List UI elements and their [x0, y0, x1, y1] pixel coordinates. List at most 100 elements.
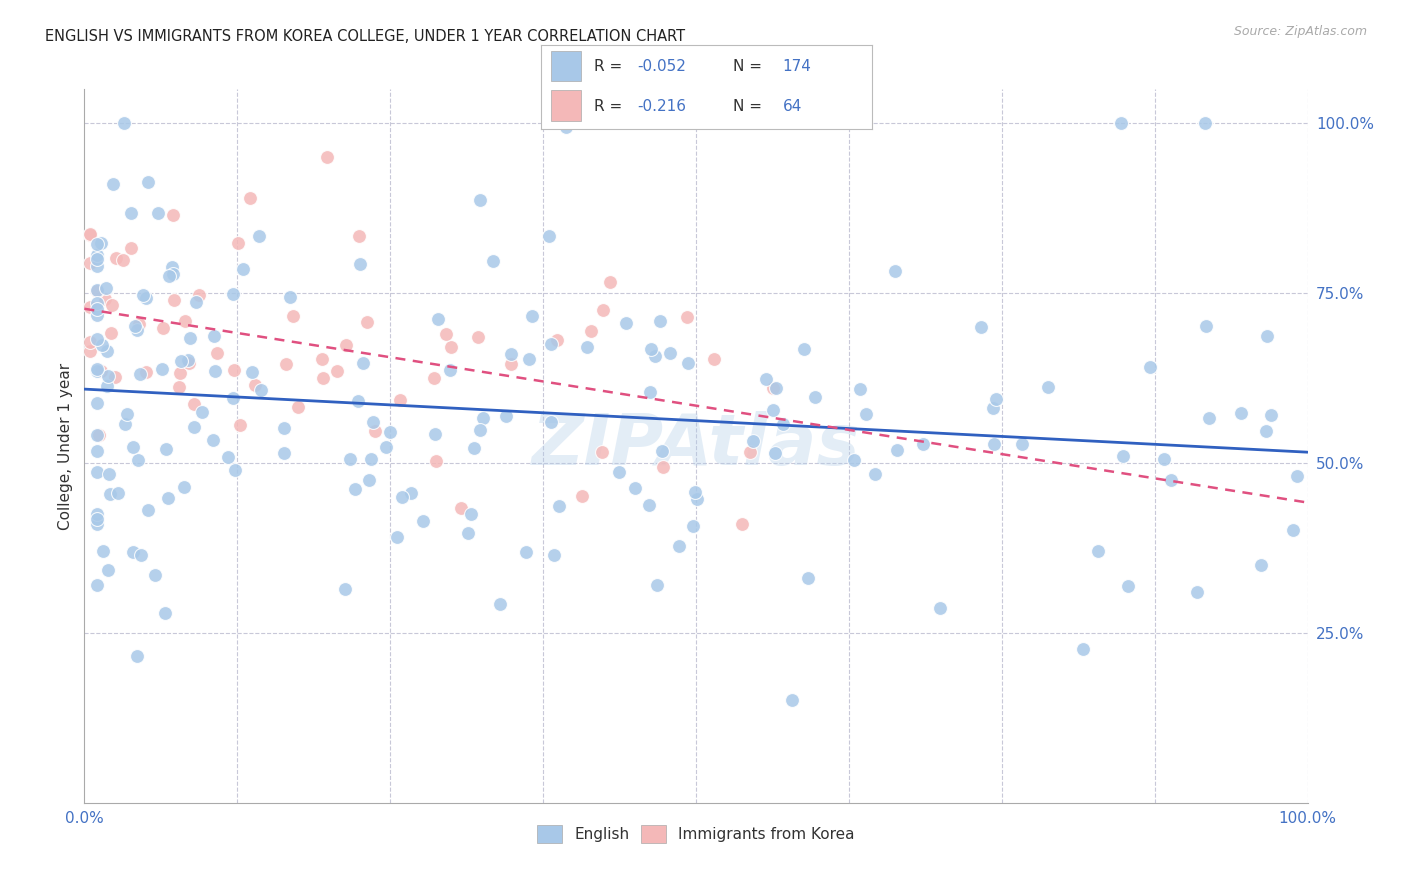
Point: [173, 480, 195, 494]
Point: [146, 206, 169, 220]
Point: [472, 411, 495, 425]
Point: [153, 606, 176, 620]
Point: [984, 392, 1007, 407]
Point: [86, 444, 108, 458]
Point: [537, 229, 560, 244]
Point: [228, 417, 250, 432]
Point: [86, 332, 108, 346]
Point: [772, 417, 794, 431]
Point: [543, 548, 565, 562]
Point: [86, 260, 108, 274]
Bar: [551, 51, 581, 81]
Point: [222, 363, 245, 377]
Point: [169, 380, 191, 394]
Point: [86, 516, 108, 531]
Point: [335, 338, 357, 352]
Point: [676, 310, 699, 325]
Point: [676, 356, 699, 370]
Point: [579, 324, 602, 338]
Point: [731, 516, 754, 531]
Point: [592, 302, 614, 317]
Point: [1256, 328, 1278, 343]
Text: Source: ZipAtlas.com: Source: ZipAtlas.com: [1233, 25, 1367, 38]
Point: [645, 577, 668, 591]
Point: [276, 357, 298, 371]
Point: [425, 454, 447, 468]
Point: [540, 337, 562, 351]
Point: [79, 255, 101, 269]
Point: [86, 364, 108, 378]
Point: [94, 281, 117, 295]
Point: [98, 487, 121, 501]
Point: [1195, 319, 1218, 334]
Point: [640, 342, 662, 356]
Point: [86, 465, 108, 479]
Text: N =: N =: [733, 59, 766, 74]
Point: [127, 453, 149, 467]
Point: [599, 275, 621, 289]
Point: [1281, 523, 1303, 537]
Point: [359, 473, 381, 487]
Point: [361, 415, 384, 429]
Text: R =: R =: [595, 98, 627, 113]
Point: [224, 463, 246, 477]
Point: [884, 264, 907, 278]
Point: [489, 598, 512, 612]
Point: [399, 485, 422, 500]
Point: [1285, 469, 1308, 483]
Point: [1187, 585, 1209, 599]
Point: [86, 283, 108, 297]
Point: [90, 338, 112, 352]
Point: [247, 229, 270, 244]
Point: [97, 368, 120, 383]
Point: [1198, 411, 1220, 425]
Point: [970, 320, 993, 334]
Point: [79, 344, 101, 359]
Point: [169, 366, 191, 380]
Text: R =: R =: [595, 59, 627, 74]
Point: [651, 460, 673, 475]
Point: [86, 362, 108, 376]
Point: [650, 314, 672, 328]
Point: [519, 351, 541, 366]
Point: [1036, 380, 1059, 394]
Point: [96, 379, 118, 393]
Point: [1250, 558, 1272, 573]
Point: [222, 286, 245, 301]
Point: [107, 486, 129, 500]
Point: [1260, 408, 1282, 422]
Point: [651, 444, 673, 458]
Point: [460, 507, 482, 521]
Point: [391, 490, 413, 504]
Point: [135, 291, 157, 305]
Point: [981, 401, 1004, 416]
Point: [499, 357, 522, 371]
Point: [842, 453, 865, 467]
Point: [316, 150, 339, 164]
Point: [183, 419, 205, 434]
Point: [173, 313, 195, 327]
Point: [374, 440, 396, 454]
Point: [86, 237, 108, 252]
Y-axis label: College, Under 1 year: College, Under 1 year: [58, 362, 73, 530]
Text: 64: 64: [783, 98, 801, 113]
Point: [457, 525, 479, 540]
Point: [97, 563, 120, 577]
Point: [129, 367, 152, 381]
Point: [591, 445, 613, 459]
Point: [79, 227, 101, 241]
Point: [668, 539, 690, 553]
Point: [127, 648, 149, 663]
Point: [111, 252, 134, 267]
Point: [163, 293, 186, 308]
Legend: English, Immigrants from Korea: English, Immigrants from Korea: [531, 819, 860, 848]
Point: [162, 267, 184, 281]
Point: [482, 253, 505, 268]
Point: [463, 442, 485, 456]
Point: [683, 484, 706, 499]
Point: [86, 396, 108, 410]
Point: [86, 511, 108, 525]
Point: [470, 193, 492, 207]
Point: [226, 235, 249, 250]
Point: [120, 241, 142, 255]
